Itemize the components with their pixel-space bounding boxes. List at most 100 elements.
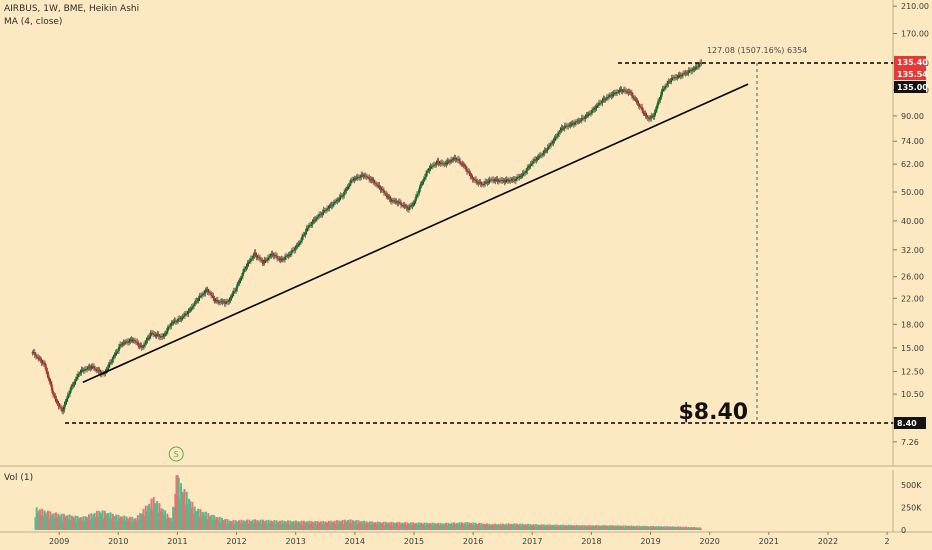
candle-body (269, 255, 272, 257)
volume-bar (363, 520, 366, 530)
candle-body (124, 341, 127, 343)
candle (434, 162, 437, 168)
candle (200, 292, 203, 299)
candle (658, 96, 661, 105)
candle-body (473, 179, 476, 181)
candle (649, 115, 652, 122)
volume-bar (99, 512, 102, 530)
candle (112, 354, 115, 363)
candle (253, 249, 256, 259)
time-tick-label: 2017 (522, 537, 542, 546)
candle (372, 177, 375, 185)
volume-bar (276, 522, 279, 530)
volume-bar (164, 510, 167, 530)
volume-bar (554, 524, 557, 530)
volume-tick-label: 500K (901, 481, 922, 490)
volume-bar (232, 520, 235, 530)
candle (84, 365, 87, 372)
volume-bar (451, 525, 454, 530)
volume-bar (516, 524, 519, 530)
candle (440, 159, 443, 167)
volume-bar (199, 509, 202, 530)
candle-body (188, 309, 191, 311)
candle (486, 179, 489, 187)
volume-bar (334, 523, 337, 530)
candle (31, 350, 34, 356)
volume-bar (678, 527, 681, 530)
price-tick-label: 210.00 (901, 2, 929, 11)
candle (158, 334, 161, 341)
candle-body (228, 300, 231, 302)
candle-body (604, 98, 607, 100)
candle (187, 307, 190, 318)
candle (221, 298, 224, 306)
candle (641, 103, 644, 114)
candle (523, 170, 526, 177)
candle (655, 103, 658, 113)
candle (108, 359, 111, 368)
candle-body (316, 216, 319, 218)
candle-body (222, 301, 225, 303)
volume-bar (197, 508, 200, 530)
candle (396, 200, 399, 207)
candle (320, 211, 323, 218)
candle-body (406, 207, 409, 210)
candle (311, 219, 314, 228)
candle-body (232, 290, 235, 294)
volume-bar (344, 521, 347, 530)
candle-body (430, 165, 433, 167)
candle-body (536, 157, 539, 160)
candle-body (401, 205, 404, 207)
candle (618, 87, 621, 96)
candle (589, 109, 592, 117)
candle (682, 70, 685, 78)
candle-body (394, 201, 397, 203)
candle-body (570, 122, 573, 125)
candle-body (77, 374, 80, 377)
candle (351, 176, 354, 184)
volume-bar (426, 524, 429, 530)
time-tick-label: 2019 (640, 537, 660, 546)
volume-bar (513, 523, 516, 530)
volume-bar (217, 520, 220, 530)
candle-body (544, 150, 547, 152)
volume-bar (484, 525, 487, 530)
candle-body (158, 336, 161, 338)
price-tick-label: 12.50 (901, 368, 924, 377)
candle-body (74, 379, 77, 382)
candle (177, 315, 180, 324)
candle-body (342, 195, 345, 197)
volume-bar (323, 523, 326, 530)
candle (72, 381, 75, 389)
volume-bar (481, 524, 484, 530)
candle-body (611, 94, 614, 97)
candle (419, 181, 422, 192)
volume-bar (77, 519, 80, 530)
candle (545, 147, 548, 154)
volume-bar (181, 491, 184, 530)
candle-body (661, 88, 664, 92)
candle-body (575, 121, 578, 123)
candle-body (574, 122, 577, 125)
volume-bar (485, 523, 488, 530)
volume-bar (292, 520, 295, 530)
candle (520, 173, 523, 180)
candle-body (481, 184, 484, 186)
volume-bar (630, 525, 633, 530)
candle (387, 194, 390, 200)
candle-body (477, 181, 480, 184)
volume-bar (627, 526, 630, 530)
candle-body (652, 116, 655, 118)
volume-bar (401, 522, 404, 530)
candle (406, 204, 409, 213)
volume-bar (443, 524, 446, 530)
volume-bar (89, 520, 92, 530)
candle (494, 177, 497, 185)
candle-body (459, 161, 462, 164)
candle-body (39, 358, 42, 360)
candle-body (53, 394, 56, 397)
candle-body (338, 197, 341, 200)
volume-bar (483, 523, 486, 530)
volume-bar (188, 498, 191, 530)
